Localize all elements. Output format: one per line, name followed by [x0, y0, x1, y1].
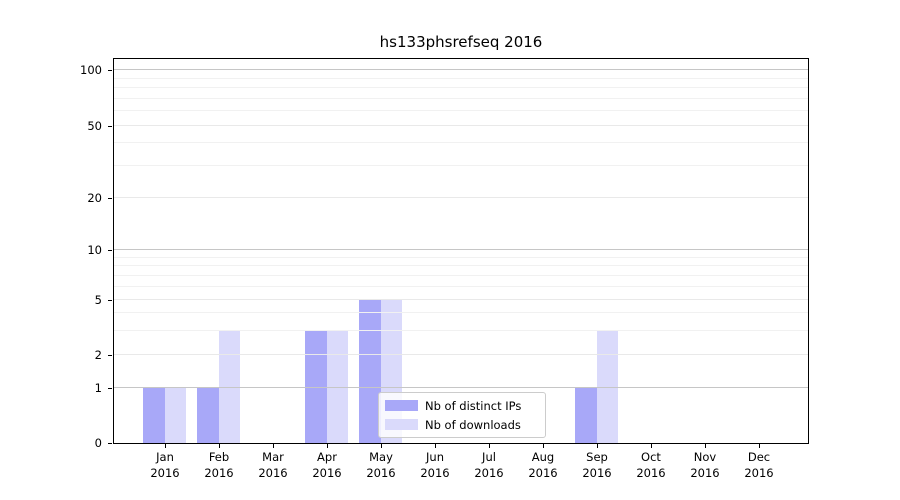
x-tick-mark-6: [489, 444, 490, 448]
y-tick-mark-20: [108, 198, 112, 199]
gridline-y-6: [114, 285, 808, 287]
gridline-y-40: [114, 142, 808, 144]
gridline-y-80: [114, 87, 808, 89]
x-tick-label-mar: Mar 2016: [258, 450, 288, 480]
legend-swatch-icon: [385, 419, 418, 430]
x-tick-mark-0: [165, 444, 166, 448]
legend-row-1: Nb of downloads: [385, 415, 539, 434]
x-tick-label-jun: Jun 2016: [420, 450, 450, 480]
gridline-y-8: [114, 265, 808, 267]
legend-row-0: Nb of distinct IPs: [385, 396, 539, 415]
bar-sep-downloads: [596, 330, 618, 443]
gridline-y-20: [114, 196, 808, 198]
legend-label: Nb of downloads: [425, 417, 521, 432]
y-tick-mark-100: [108, 70, 112, 71]
y-tick-mark-1: [108, 388, 112, 389]
plot-area: Nb of distinct IPs Nb of downloads: [113, 58, 809, 444]
y-tick-label-20: 20: [87, 191, 102, 205]
gridline-y-30: [114, 165, 808, 167]
x-tick-label-nov: Nov 2016: [690, 450, 720, 480]
x-tick-label-aug: Aug 2016: [528, 450, 558, 480]
y-tick-label-0: 0: [94, 436, 102, 450]
y-tick-label-5: 5: [94, 293, 102, 307]
gridline-y-4: [114, 312, 808, 314]
bar-jan-distinct-ips: [143, 387, 165, 443]
y-tick-mark-0: [108, 443, 112, 444]
bar-sep-distinct-ips: [575, 387, 597, 443]
legend-label: Nb of distinct IPs: [425, 398, 522, 413]
y-tick-mark-5: [108, 300, 112, 301]
bar-apr-downloads: [326, 330, 348, 443]
x-tick-mark-9: [651, 444, 652, 448]
x-tick-label-oct: Oct 2016: [636, 450, 666, 480]
x-tick-mark-1: [219, 444, 220, 448]
x-tick-mark-3: [327, 444, 328, 448]
gridline-y-9: [114, 256, 808, 258]
y-tick-mark-50: [108, 126, 112, 127]
y-tick-label-2: 2: [94, 348, 102, 362]
x-tick-label-jan: Jan 2016: [150, 450, 180, 480]
bar-may-distinct-ips: [359, 299, 381, 443]
x-tick-mark-11: [759, 444, 760, 448]
gridline-y-2: [114, 354, 808, 356]
gridline-y-1: [114, 386, 808, 388]
bar-feb-distinct-ips: [197, 387, 219, 443]
gridline-y-100: [114, 69, 808, 71]
gridline-y-60: [114, 110, 808, 112]
x-tick-mark-8: [597, 444, 598, 448]
gridline-y-7: [114, 274, 808, 276]
y-tick-mark-10: [108, 250, 112, 251]
x-tick-label-apr: Apr 2016: [312, 450, 342, 480]
bar-apr-distinct-ips: [305, 330, 327, 443]
x-tick-mark-4: [381, 444, 382, 448]
legend: Nb of distinct IPs Nb of downloads: [378, 392, 546, 438]
x-tick-label-sep: Sep 2016: [582, 450, 612, 480]
bar-feb-downloads: [218, 330, 240, 443]
legend-swatch-icon: [385, 400, 418, 411]
x-tick-mark-5: [435, 444, 436, 448]
y-tick-label-10: 10: [87, 243, 102, 257]
y-tick-label-100: 100: [80, 63, 102, 77]
gridline-y-90: [114, 77, 808, 79]
gridline-y-3: [114, 329, 808, 331]
y-tick-label-1: 1: [94, 381, 102, 395]
gridline-y-70: [114, 97, 808, 99]
y-tick-mark-2: [108, 355, 112, 356]
x-tick-label-may: May 2016: [366, 450, 396, 480]
chart-title: hs133phsrefseq 2016: [379, 33, 543, 51]
x-tick-mark-2: [273, 444, 274, 448]
x-tick-label-jul: Jul 2016: [474, 450, 504, 480]
x-tick-mark-7: [543, 444, 544, 448]
x-tick-mark-10: [705, 444, 706, 448]
y-tick-label-50: 50: [87, 119, 102, 133]
gridline-y-10: [114, 249, 808, 251]
x-tick-label-feb: Feb 2016: [204, 450, 234, 480]
gridline-y-50: [114, 124, 808, 126]
gridline-y-5: [114, 298, 808, 300]
bar-jan-downloads: [164, 387, 186, 443]
x-tick-label-dec: Dec 2016: [744, 450, 774, 480]
